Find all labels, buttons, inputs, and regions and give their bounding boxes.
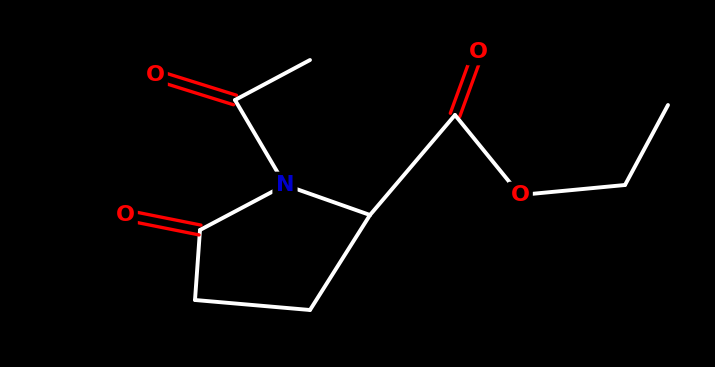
- Text: O: O: [116, 205, 134, 225]
- Text: O: O: [511, 185, 530, 205]
- Text: O: O: [468, 42, 488, 62]
- Text: N: N: [276, 175, 295, 195]
- Text: O: O: [145, 65, 164, 85]
